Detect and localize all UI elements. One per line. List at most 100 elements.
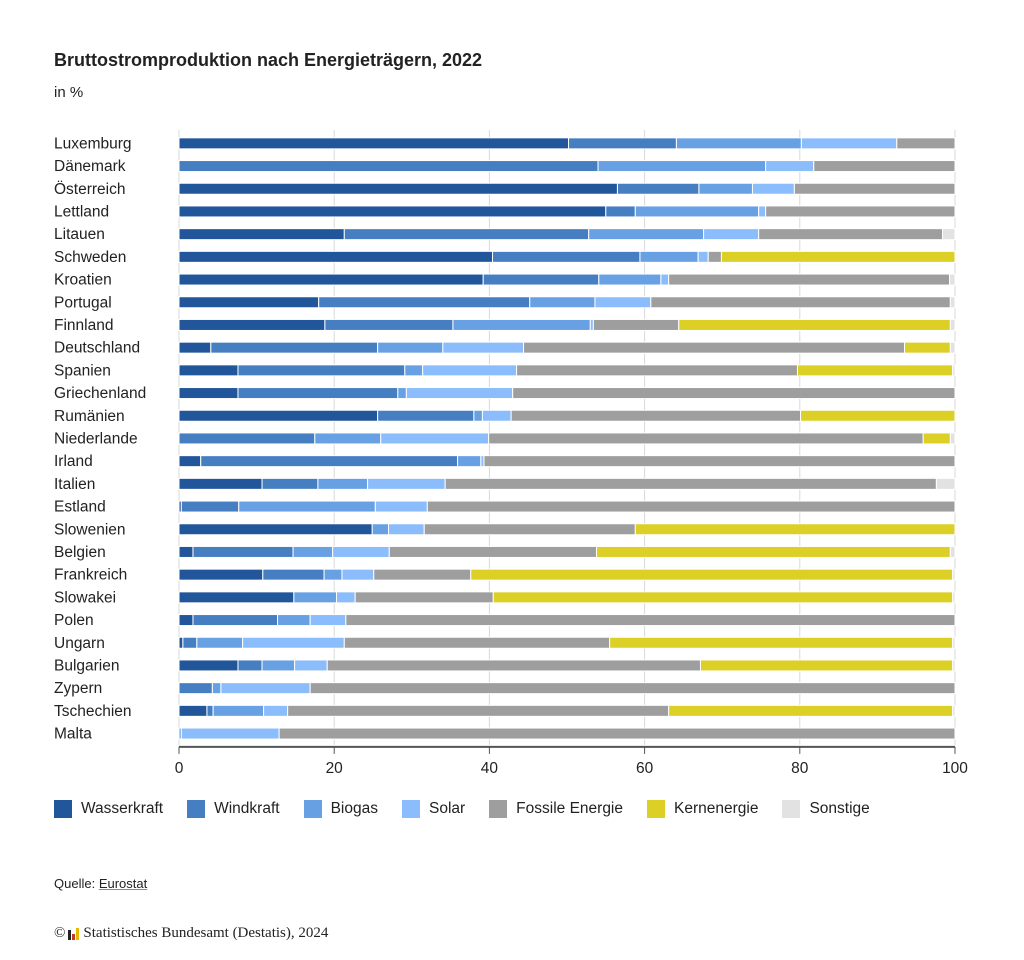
bar-segment[interactable]: Rumänien – Solar: 3.7 <box>481 409 512 422</box>
bar-segment[interactable]: Ungarn – Kernenergie: 44.2 <box>609 636 954 649</box>
bar-segment[interactable]: Dänemark – Biogas: 21.6 <box>597 160 767 173</box>
bar-segment[interactable]: Österreich – Biogas: 6.9 <box>698 182 753 195</box>
bar-segment[interactable]: Malta – Solar: 12.6 <box>180 727 280 740</box>
bar-segment[interactable]: Slowenien – Kernenergie: 41.2 <box>634 523 956 536</box>
bar-segment[interactable]: Finnland – Biogas: 17.7 <box>452 318 591 331</box>
bar-segment[interactable]: Polen – Windkraft: 10.9 <box>192 614 279 627</box>
bar-segment[interactable]: Belgien – Kernenergie: 45.6 <box>595 545 951 558</box>
bar-segment[interactable]: Polen – Solar: 4.6 <box>309 614 347 627</box>
bar-segment[interactable]: Griechenland – Fossile Energie: 57 <box>512 387 956 400</box>
bar-segment[interactable]: Belgien – Sonstige: 0.6 <box>949 545 956 558</box>
bar-segment[interactable]: Kroatien – Biogas: 8 <box>598 273 662 286</box>
bar-segment[interactable]: Kroatien – Fossile Energie: 36.2 <box>668 273 951 286</box>
bar-segment[interactable]: Niederlande – Biogas: 8.5 <box>314 432 382 445</box>
bar-segment[interactable]: Frankreich – Solar: 4.1 <box>341 568 375 581</box>
bar-segment[interactable]: Kroatien – Windkraft: 14.9 <box>482 273 600 286</box>
bar-segment[interactable]: Belgien – Solar: 7.3 <box>332 545 390 558</box>
bar-segment[interactable]: Bulgarien – Solar: 4.2 <box>294 659 328 672</box>
legend-item[interactable]: Biogas <box>303 796 378 822</box>
bar-segment[interactable]: Rumänien – Wasserkraft: 25.6 <box>178 409 379 422</box>
bar-segment[interactable]: Litauen – Wasserkraft: 21.3 <box>178 228 345 241</box>
bar-segment[interactable]: Slowakei – Wasserkraft: 14.8 <box>178 591 295 604</box>
source-link-eurostat[interactable]: Eurostat <box>98 876 148 891</box>
bar-segment[interactable]: Portugal – Windkraft: 27.2 <box>318 296 531 309</box>
bar-segment[interactable]: Litauen – Solar: 7.1 <box>703 228 760 241</box>
bar-segment[interactable]: Spanien – Sonstige: 0.3 <box>952 364 956 377</box>
bar-segment[interactable]: Slowakei – Sonstige: 0.3 <box>952 591 956 604</box>
bar-segment[interactable]: Deutschland – Biogas: 8.4 <box>377 341 444 354</box>
bar-segment[interactable]: Finnland – Fossile Energie: 11 <box>592 318 680 331</box>
bar-segment[interactable]: Rumänien – Kernenergie: 19.9 <box>800 409 956 422</box>
bar-segment[interactable]: Schweden – Fossile Energie: 1.7 <box>707 250 722 263</box>
bar-segment[interactable]: Frankreich – Kernenergie: 62.1 <box>470 568 954 581</box>
bar-segment[interactable]: Irland – Biogas: 3 <box>457 455 482 468</box>
bar-segment[interactable]: Litauen – Sonstige: 1.6 <box>942 228 956 241</box>
bar-segment[interactable]: Italien – Windkraft: 7.2 <box>261 477 319 490</box>
bar-segment[interactable]: Irland – Windkraft: 33.1 <box>200 455 459 468</box>
bar-segment[interactable]: Schweden – Windkraft: 19 <box>492 250 641 263</box>
bar-segment[interactable]: Niederlande – Windkraft: 17.5 <box>178 432 316 445</box>
bar-segment[interactable]: Luxemburg – Wasserkraft: 50.2 <box>178 137 570 150</box>
legend-item[interactable]: Wasserkraft <box>54 796 163 822</box>
bar-segment[interactable]: Slowakei – Biogas: 5.5 <box>293 591 338 604</box>
bar-segment[interactable]: Österreich – Fossile Energie: 20.7 <box>793 182 956 195</box>
bar-segment[interactable]: Niederlande – Sonstige: 0.6 <box>949 432 956 445</box>
bar-segment[interactable]: Litauen – Biogas: 14.8 <box>588 228 705 241</box>
bar-segment[interactable]: Finnland – Kernenergie: 35 <box>678 318 951 331</box>
bar-segment[interactable]: Polen – Fossile Energie: 78.5 <box>345 614 956 627</box>
bar-segment[interactable]: Tschechien – Biogas: 6.5 <box>212 704 265 717</box>
bar-segment[interactable]: Bulgarien – Kernenergie: 32.5 <box>699 659 954 672</box>
bar-segment[interactable]: Bulgarien – Biogas: 4.2 <box>261 659 296 672</box>
bar-segment[interactable]: Österreich – Wasserkraft: 56.5 <box>178 182 618 195</box>
bar-segment[interactable]: Slowakei – Solar: 2.4 <box>336 591 356 604</box>
bar-segment[interactable]: Luxemburg – Windkraft: 13.9 <box>568 137 677 150</box>
bar-segment[interactable]: Irland – Wasserkraft: 2.8 <box>178 455 202 468</box>
bar-segment[interactable]: Frankreich – Sonstige: 0.3 <box>952 568 956 581</box>
bar-segment[interactable]: Slowenien – Fossile Energie: 27.2 <box>423 523 636 536</box>
bar-segment[interactable]: Zypern – Solar: 11.5 <box>220 682 311 695</box>
legend-item[interactable]: Solar <box>401 796 465 822</box>
bar-segment[interactable]: Tschechien – Wasserkraft: 3.6 <box>178 704 208 717</box>
bar-segment[interactable]: Tschechien – Fossile Energie: 49.1 <box>287 704 670 717</box>
bar-segment[interactable]: Spanien – Solar: 12.1 <box>422 364 518 377</box>
bar-segment[interactable]: Zypern – Biogas: 1.1 <box>211 682 222 695</box>
bar-segment[interactable]: Finnland – Wasserkraft: 18.8 <box>178 318 326 331</box>
bar-segment[interactable]: Italien – Fossile Energie: 63.3 <box>444 477 937 490</box>
bar-segment[interactable]: Bulgarien – Fossile Energie: 48.1 <box>326 659 701 672</box>
bar-segment[interactable]: Spanien – Fossile Energie: 36.2 <box>516 364 798 377</box>
bar-segment[interactable]: Spanien – Biogas: 2.3 <box>404 364 424 377</box>
legend-item[interactable]: Fossile Energie <box>489 796 623 822</box>
bar-segment[interactable]: Belgien – Fossile Energie: 26.7 <box>388 545 597 558</box>
bar-segment[interactable]: Lettland – Biogas: 15.9 <box>634 205 760 218</box>
bar-segment[interactable]: Polen – Wasserkraft: 1.8 <box>178 614 194 627</box>
bar-segment[interactable]: Frankreich – Windkraft: 7.9 <box>262 568 325 581</box>
bar-segment[interactable]: Luxemburg – Fossile Energie: 7.5 <box>896 137 956 150</box>
bar-segment[interactable]: Frankreich – Wasserkraft: 10.8 <box>178 568 264 581</box>
bar-segment[interactable]: Rumänien – Biogas: 1.1 <box>473 409 483 422</box>
bar-segment[interactable]: Belgien – Biogas: 5.1 <box>292 545 334 558</box>
bar-segment[interactable]: Bulgarien – Windkraft: 3.1 <box>237 659 263 672</box>
bar-segment[interactable]: Slowenien – Solar: 4.6 <box>388 523 425 536</box>
legend-item[interactable]: Sonstige <box>782 796 870 822</box>
bar-segment[interactable]: Spanien – Wasserkraft: 7.6 <box>178 364 239 377</box>
bar-segment[interactable]: Estland – Biogas: 17.6 <box>238 500 376 513</box>
bar-segment[interactable]: Deutschland – Windkraft: 21.5 <box>210 341 379 354</box>
bar-segment[interactable]: Lettland – Windkraft: 3.8 <box>605 205 636 218</box>
bar-segment[interactable]: Malta – Fossile Energie: 87.1 <box>278 727 956 740</box>
bar-segment[interactable]: Schweden – Kernenergie: 30.1 <box>720 250 956 263</box>
bar-segment[interactable]: Polen – Biogas: 4.2 <box>277 614 311 627</box>
bar-segment[interactable]: Deutschland – Kernenergie: 5.9 <box>904 341 951 354</box>
bar-segment[interactable]: Dänemark – Windkraft: 54 <box>178 160 599 173</box>
bar-segment[interactable]: Rumänien – Windkraft: 12.4 <box>377 409 475 422</box>
bar-segment[interactable]: Ungarn – Solar: 13.1 <box>242 636 345 649</box>
bar-segment[interactable]: Schweden – Biogas: 7.5 <box>639 250 699 263</box>
bar-segment[interactable]: Zypern – Windkraft: 4.3 <box>178 682 213 695</box>
bar-segment[interactable]: Deutschland – Wasserkraft: 4.1 <box>178 341 212 354</box>
legend-item[interactable]: Kernenergie <box>647 796 758 822</box>
bar-segment[interactable]: Ungarn – Windkraft: 1.8 <box>182 636 198 649</box>
bar-segment[interactable]: Belgien – Windkraft: 12.9 <box>192 545 294 558</box>
bar-segment[interactable]: Portugal – Sonstige: 0.6 <box>949 296 956 309</box>
bar-segment[interactable]: Luxemburg – Biogas: 16.1 <box>675 137 802 150</box>
bar-segment[interactable]: Frankreich – Fossile Energie: 12.5 <box>373 568 472 581</box>
bar-segment[interactable]: Italien – Biogas: 6.4 <box>317 477 369 490</box>
